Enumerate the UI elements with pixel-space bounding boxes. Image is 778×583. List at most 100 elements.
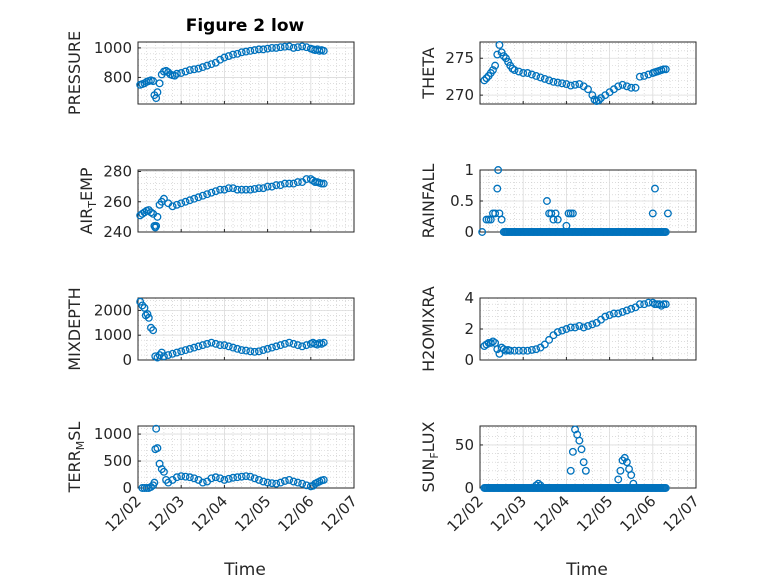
mixdepth-data-point [138,301,147,310]
rainfall-data-point [663,209,672,218]
air_temp-data-point [272,181,281,190]
terr_msl-ylabel: TERRMSL [65,422,87,494]
mixdepth-data-point [289,339,298,348]
theta-ytick-label: 275 [445,49,474,67]
air_temp-data-point [220,185,229,194]
mixdepth-data-point [298,342,307,351]
pressure-data-point [255,45,263,54]
air_temp-data-point [207,188,216,197]
air_temp-data-point [203,190,212,199]
terr_msl-data-point [159,467,168,476]
h2omixra-data-point [605,311,614,319]
h2omixra-data-point [584,321,592,330]
rainfall-data-point [651,184,659,193]
sun_flux-ytick-label: 50 [455,436,474,454]
mixdepth-series [136,297,328,362]
mixdepth-data-point [272,342,281,351]
terr_msl-data-point [229,473,237,482]
pressure-data-point [220,53,229,62]
mixdepth-data-point [147,323,155,332]
terr_msl-data-point [211,473,220,482]
pressure-ytick-label: 1000 [94,39,132,57]
air_temp-data-point [177,199,186,208]
h2omixra-data-point [562,325,571,333]
terr_msl-xtick-label: 12/06 [274,492,317,535]
sun_flux-xtick-label: 12/05 [573,492,616,535]
theta-data-point [532,72,541,80]
rainfall-data-point [497,215,506,224]
h2omixra-data-point [532,345,541,354]
h2omixra-data-point [571,323,579,332]
terr_msl-data-point [285,475,294,484]
terr_msl-data-point [237,472,246,481]
rainfall-data-point [648,209,657,218]
h2omixra-data-point [609,309,618,318]
sun_flux-data-point [581,466,590,475]
air_temp-data-point [237,185,246,194]
sun_flux-data-point [627,471,636,480]
h2omixra-data-point [588,320,597,329]
pressure-data-point [272,43,281,52]
terr_msl-data-point [153,444,162,453]
air_temp-ylabel-subscript: T [86,201,99,209]
pressure-data-point [233,49,242,58]
h2omixra-data-point [523,346,532,355]
pressure-data-point [216,55,225,64]
air_temp-data-point [246,185,255,194]
pressure-data-point [198,63,207,72]
terr_msl-series [138,424,328,492]
mixdepth-data-point [168,349,177,358]
air_temp-axes-frame [137,169,355,233]
rainfall-data-point [491,209,500,218]
terr_msl-data-point [250,474,259,483]
air_temp-data-point [285,179,294,188]
terr_msl-data-point [190,474,199,483]
sun_flux-data-point [614,475,623,484]
h2omixra-data-point [627,304,636,313]
mixdepth-data-point [155,351,164,359]
pressure-data-point [170,71,179,80]
terr_msl-data-point [207,474,216,483]
terr_msl-data-point [172,473,181,482]
terr_msl-axes-frame [137,425,355,489]
h2omixra-ytick-label: 2 [464,320,474,338]
theta-data-point [571,80,579,89]
mixdepth-axes-frame [137,297,355,361]
sun_flux-data-point [534,479,543,488]
mixdepth-data-point [224,342,233,351]
theta-series [480,41,670,105]
theta-axes: 270 275 THETA [419,41,697,105]
mixdepth-data-point [144,313,153,322]
air_temp-data-point [159,194,168,203]
theta-data-point [540,74,549,83]
air_temp-data-point [185,196,194,205]
terr_msl-ylabel-rest: SL [65,422,84,441]
air_temp-data-point [259,184,268,193]
theta-data-point [499,52,508,60]
mixdepth-data-point [143,310,152,319]
air_temp-data-point [229,184,237,193]
theta-ytick-label: 270 [445,86,474,104]
theta-data-point [594,96,603,105]
pressure-data-point [263,44,272,53]
sun_flux-data-point [622,458,631,467]
x-axis-label-left: Time [223,560,266,580]
pressure-axes: 800 1000 PRESSURE [65,31,355,115]
terr_msl-ylabel-subscript: M [74,441,87,451]
terr_msl-ytick-label: 1000 [94,425,132,443]
mixdepth-data-point [242,346,250,355]
air_temp-data-point [224,184,233,193]
sun_flux-data-point [620,453,629,462]
air_temp-ytick-label: 280 [103,163,132,181]
mixdepth-data-point [246,347,255,356]
h2omixra-data-point [540,340,549,349]
air_temp-data-point [153,212,162,221]
h2omixra-data-point [486,339,495,347]
mixdepth-axes: 0 1000 2000 MIXDEPTH [65,287,355,371]
terr_msl-data-point [276,478,285,487]
air_temp-data-point [198,191,207,200]
air_temp-data-point [319,179,328,188]
pressure-data-point [155,79,164,88]
sun_flux-series [480,425,670,492]
pressure-ytick-label: 800 [103,68,132,86]
